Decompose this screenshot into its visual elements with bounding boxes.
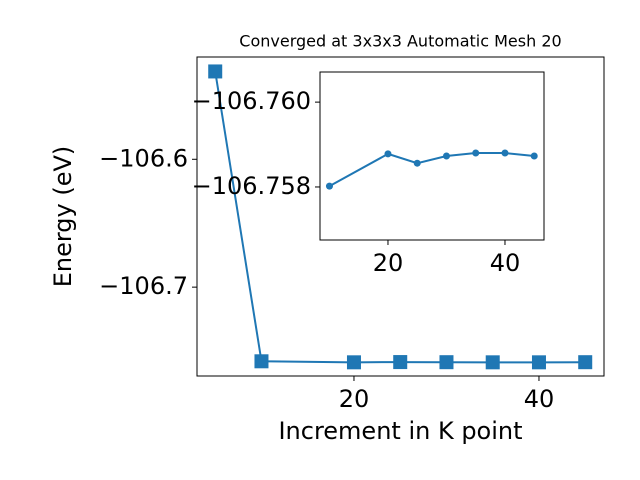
marker — [208, 64, 223, 79]
y-axis-label: Energy (eV) — [49, 146, 77, 288]
marker — [472, 149, 480, 157]
plot-area — [319, 71, 545, 241]
x-axis-label: Increment in K point — [278, 417, 522, 445]
y-tick-label: −106.7 — [99, 272, 188, 300]
marker — [442, 152, 450, 160]
marker — [384, 150, 392, 158]
marker — [530, 152, 538, 160]
y-tick-label: −106.758 — [192, 172, 311, 200]
marker — [485, 355, 500, 370]
x-tick-label: 40 — [490, 249, 521, 277]
marker — [578, 355, 593, 370]
marker — [413, 159, 421, 167]
x-tick-label: 20 — [339, 385, 370, 413]
marker — [531, 355, 546, 370]
series-line — [214, 71, 586, 364]
chart-title: Converged at 3x3x3 Automatic Mesh 20 — [239, 32, 561, 51]
y-tick-label: −106.6 — [99, 144, 188, 172]
marker — [254, 354, 269, 369]
marker — [439, 355, 454, 370]
x-tick-label: 40 — [524, 385, 555, 413]
marker — [325, 182, 333, 190]
x-tick-label: 20 — [373, 249, 404, 277]
marker — [346, 355, 361, 370]
marker — [501, 149, 509, 157]
marker — [393, 355, 408, 370]
y-tick-label: −106.760 — [192, 87, 311, 115]
